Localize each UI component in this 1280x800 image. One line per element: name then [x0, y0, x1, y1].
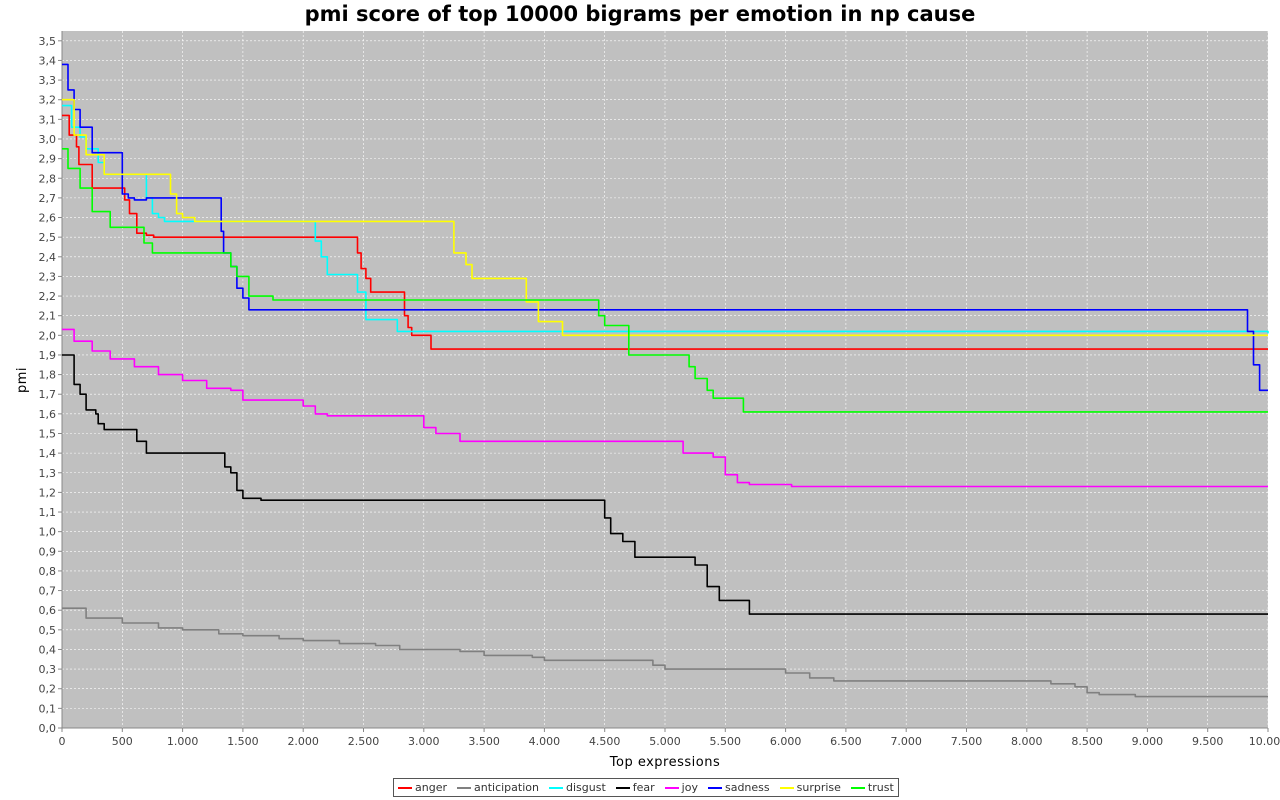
legend-item-joy: joy [663, 781, 698, 794]
y-tick-label: 3,3 [39, 74, 57, 87]
y-tick-label: 2,9 [39, 153, 57, 166]
series-line-fear [62, 354, 1268, 615]
y-tick-label: 0,2 [39, 683, 57, 696]
legend-swatch [457, 786, 471, 789]
y-tick-label: 3,0 [39, 133, 57, 146]
x-tick-label: 8.000 [1011, 735, 1043, 748]
y-tick-label: 1,5 [39, 427, 57, 440]
y-tick-label: 0,3 [39, 663, 57, 676]
legend-swatch [664, 786, 679, 789]
x-tick-label: 6.000 [770, 735, 802, 748]
legend-item-anticipation: anticipation [455, 781, 539, 794]
legend-label: fear [632, 781, 655, 794]
x-tick-label: 5.500 [710, 735, 742, 748]
x-tick-label: 5.000 [649, 735, 681, 748]
y-tick-label: 2,2 [39, 290, 57, 303]
legend: anger anticipation disgust fear joy sadness su… [393, 778, 899, 797]
x-tick-label: 1.000 [167, 735, 199, 748]
y-tick-label: 1,7 [39, 388, 57, 401]
y-tick-label: 1,2 [39, 486, 57, 499]
x-tick-label: 0 [59, 735, 66, 748]
y-tick-label: 2,4 [39, 251, 57, 264]
y-tick-label: 0,5 [39, 624, 57, 637]
y-tick-label: 2,3 [39, 270, 57, 283]
series-line-disgust [62, 104, 1269, 334]
y-tick-label: 3,1 [39, 113, 57, 126]
legend-swatch [398, 786, 412, 789]
x-tick-label: 3.500 [468, 735, 500, 748]
legend-label: anticipation [474, 781, 539, 794]
legend-swatch [779, 786, 794, 789]
y-tick-label: 1,3 [39, 467, 57, 480]
legend-swatch [707, 786, 722, 789]
series-line-anger [62, 114, 1268, 350]
series-line-sadness [62, 63, 1268, 392]
y-tick-label: 1,0 [39, 526, 57, 539]
y-tick-label: 0,6 [39, 604, 57, 617]
series-line-trust [62, 148, 1268, 413]
y-tick-label: 0,9 [39, 545, 57, 558]
y-tick-label: 1,4 [39, 447, 57, 460]
y-tick-label: 3,4 [39, 54, 57, 67]
legend-item-disgust: disgust [547, 781, 606, 794]
y-tick-label: 2,8 [39, 172, 57, 185]
x-tick-label: 4.000 [529, 735, 561, 748]
y-tick-label: 2,1 [39, 310, 57, 323]
y-tick-label: 0,1 [39, 702, 57, 715]
legend-label: joy [681, 781, 698, 794]
legend-item-anger: anger [396, 781, 447, 794]
y-tick-label: 1,8 [39, 369, 57, 382]
y-tick-label: 3,2 [39, 94, 57, 107]
legend-label: anger [415, 781, 447, 794]
x-tick-label: 500 [112, 735, 133, 748]
legend-item-trust: trust [849, 781, 894, 794]
legend-swatch [548, 786, 563, 789]
x-tick-label: 7.500 [951, 735, 983, 748]
x-tick-label: 9.000 [1132, 735, 1164, 748]
x-tick-label: 4.500 [589, 735, 621, 748]
x-tick-label: 10.000 [1249, 735, 1280, 748]
legend-item-surprise: surprise [778, 781, 841, 794]
legend-item-sadness: sadness [706, 781, 770, 794]
series-line-joy [62, 328, 1268, 488]
y-tick-label: 2,6 [39, 212, 57, 225]
y-tick-label: 3,5 [39, 35, 57, 48]
series-line-anticipation [62, 607, 1268, 698]
legend-item-fear: fear [614, 781, 655, 794]
chart-title: pmi score of top 10000 bigrams per emoti… [304, 2, 976, 26]
y-tick-label: 0,0 [39, 722, 57, 735]
y-tick-label: 1,9 [39, 349, 57, 362]
x-tick-label: 7.000 [890, 735, 922, 748]
y-tick-label: 2,7 [39, 192, 57, 205]
legend-label: surprise [796, 781, 841, 794]
legend-swatch [850, 786, 865, 789]
y-tick-label: 0,7 [39, 585, 57, 598]
x-tick-label: 2.000 [287, 735, 319, 748]
x-tick-label: 8.500 [1071, 735, 1103, 748]
y-axis-label: pmi [15, 367, 30, 393]
x-axis-label: Top expressions [609, 755, 720, 770]
legend-label: sadness [724, 781, 770, 794]
y-tick-label: 0,8 [39, 565, 57, 578]
series-line-surprise [62, 98, 1268, 337]
x-tick-label: 1.500 [227, 735, 259, 748]
legend-label: trust [867, 781, 894, 794]
y-tick-label: 2,5 [39, 231, 57, 244]
x-tick-label: 2.500 [348, 735, 380, 748]
y-tick-label: 1,1 [39, 506, 57, 519]
legend-label: disgust [565, 781, 606, 794]
x-tick-label: 9.500 [1192, 735, 1224, 748]
y-tick-label: 2,0 [39, 329, 57, 342]
y-tick-label: 1,6 [39, 408, 57, 421]
legend-swatch [615, 786, 630, 789]
y-tick-label: 0,4 [39, 643, 57, 656]
x-tick-label: 6.500 [830, 735, 862, 748]
x-tick-label: 3.000 [408, 735, 440, 748]
